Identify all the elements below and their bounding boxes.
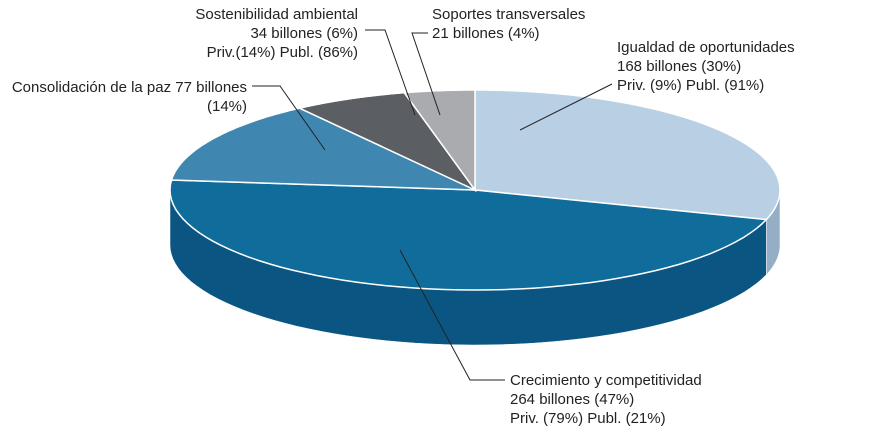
slice xyxy=(170,107,476,191)
category-label: Consolidación de la paz xyxy=(11,79,172,96)
slice xyxy=(474,89,781,221)
slice-label: Sostenibilidad ambiental 34 billones (6%)… xyxy=(100,5,358,62)
leader-line xyxy=(519,83,613,131)
leader-line xyxy=(365,29,416,116)
value-label: 168 billones (30%) xyxy=(617,58,742,75)
slice-label: Soportes transversales 21 billones (4%) xyxy=(432,5,672,43)
category-label: Sostenibilidad ambiental xyxy=(195,6,358,23)
slice xyxy=(402,89,476,193)
value-label: 34 billones (6%) xyxy=(250,25,358,42)
category-label: Igualdad de oportunidades xyxy=(617,39,795,56)
category-label: Crecimiento y competitividad xyxy=(510,372,702,389)
slice-label: Crecimiento y competitividad 264 billones… xyxy=(510,371,790,428)
detail-label: Priv.(14%) Publ. (86%) xyxy=(206,44,358,61)
slice-label: Consolidación de la paz 77 billones (14%… xyxy=(5,78,247,116)
detail-label: Priv. (79%) Publ. (21%) xyxy=(510,410,666,427)
leader-line xyxy=(399,249,505,381)
detail-label: Priv. (9%) Publ. (91%) xyxy=(617,77,765,94)
value-label: 21 billones (4%) xyxy=(432,25,540,42)
value-label: 77 billones (14%) xyxy=(175,79,247,115)
value-label: 264 billones (47%) xyxy=(510,391,635,408)
slice-label: Igualdad de oportunidades 168 billones (3… xyxy=(617,38,857,95)
leader-line xyxy=(252,85,326,151)
category-label: Soportes transversales xyxy=(432,6,586,23)
leader-line xyxy=(411,32,441,116)
slice xyxy=(297,91,478,192)
slice xyxy=(169,179,768,291)
